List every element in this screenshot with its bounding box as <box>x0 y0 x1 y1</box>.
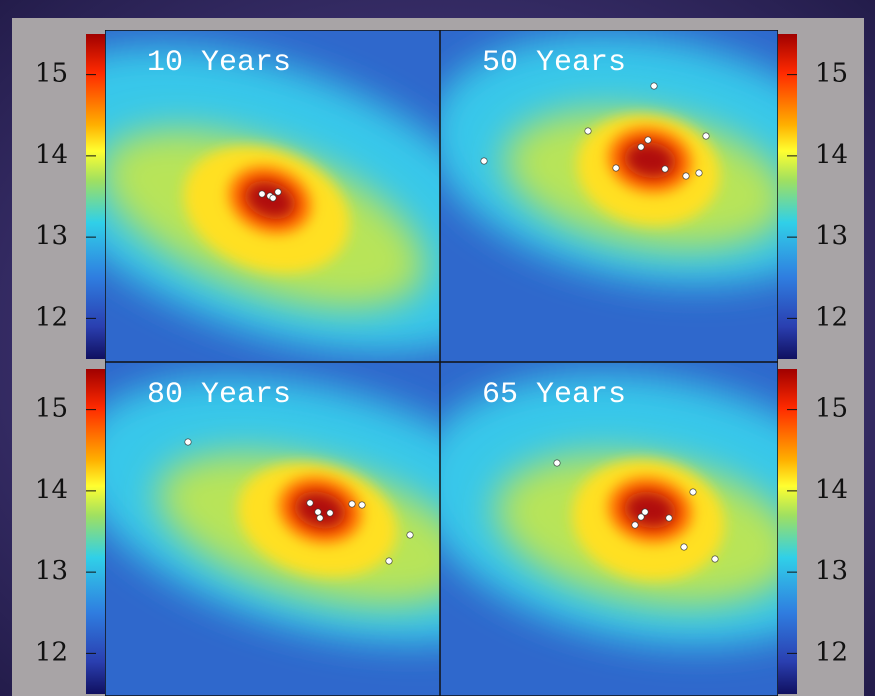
star <box>348 500 356 508</box>
tick-label: 15 <box>35 59 68 89</box>
tick-label: 13 <box>35 221 68 251</box>
colorbar <box>86 369 105 694</box>
colorbar <box>86 34 105 359</box>
star <box>326 509 334 517</box>
tick-label: 13 <box>815 556 848 586</box>
panel-label: 50 Years <box>482 46 626 80</box>
star <box>612 164 620 172</box>
tick-label: 12 <box>815 302 848 332</box>
tick-label: 15 <box>815 59 848 89</box>
star <box>637 143 645 151</box>
tick-label: 13 <box>815 221 848 251</box>
tick-label: 14 <box>35 475 68 505</box>
star <box>665 514 673 522</box>
colorbar <box>778 34 797 359</box>
star <box>406 531 414 539</box>
star <box>184 438 192 446</box>
star <box>553 459 561 467</box>
tick-label: 15 <box>35 394 68 424</box>
star <box>631 521 639 529</box>
tick-label: 14 <box>35 140 68 170</box>
star <box>695 169 703 177</box>
star <box>682 172 690 180</box>
colorbar <box>778 369 797 694</box>
panel-label: 10 Years <box>147 46 291 80</box>
panel-label: 65 Years <box>482 378 626 412</box>
star <box>584 127 592 135</box>
panel <box>105 362 440 696</box>
star <box>480 157 488 165</box>
panel <box>440 362 778 696</box>
tick-label: 12 <box>35 637 68 667</box>
star <box>680 543 688 551</box>
star <box>650 82 658 90</box>
tick-label: 15 <box>815 394 848 424</box>
star <box>689 488 697 496</box>
star <box>306 499 314 507</box>
star <box>316 514 324 522</box>
star <box>314 508 322 516</box>
star <box>637 513 645 521</box>
star <box>702 132 710 140</box>
star <box>258 190 266 198</box>
star <box>644 136 652 144</box>
star <box>711 555 719 563</box>
ticks: 12 12 13 13 14 14 15 15 12 12 13 13 14 14 15 15 <box>35 59 848 668</box>
tick-label: 14 <box>815 475 848 505</box>
panel-label: 80 Years <box>147 378 291 412</box>
star <box>641 508 649 516</box>
panel <box>440 30 778 362</box>
star <box>358 501 366 509</box>
star <box>385 557 393 565</box>
tick-label: 14 <box>815 140 848 170</box>
tick-label: 13 <box>35 556 68 586</box>
star <box>661 165 669 173</box>
tick-label: 12 <box>35 302 68 332</box>
core <box>244 180 296 220</box>
panel <box>105 30 440 362</box>
star <box>269 194 277 202</box>
star <box>274 188 282 196</box>
tick-label: 12 <box>815 637 848 667</box>
core <box>624 491 676 529</box>
